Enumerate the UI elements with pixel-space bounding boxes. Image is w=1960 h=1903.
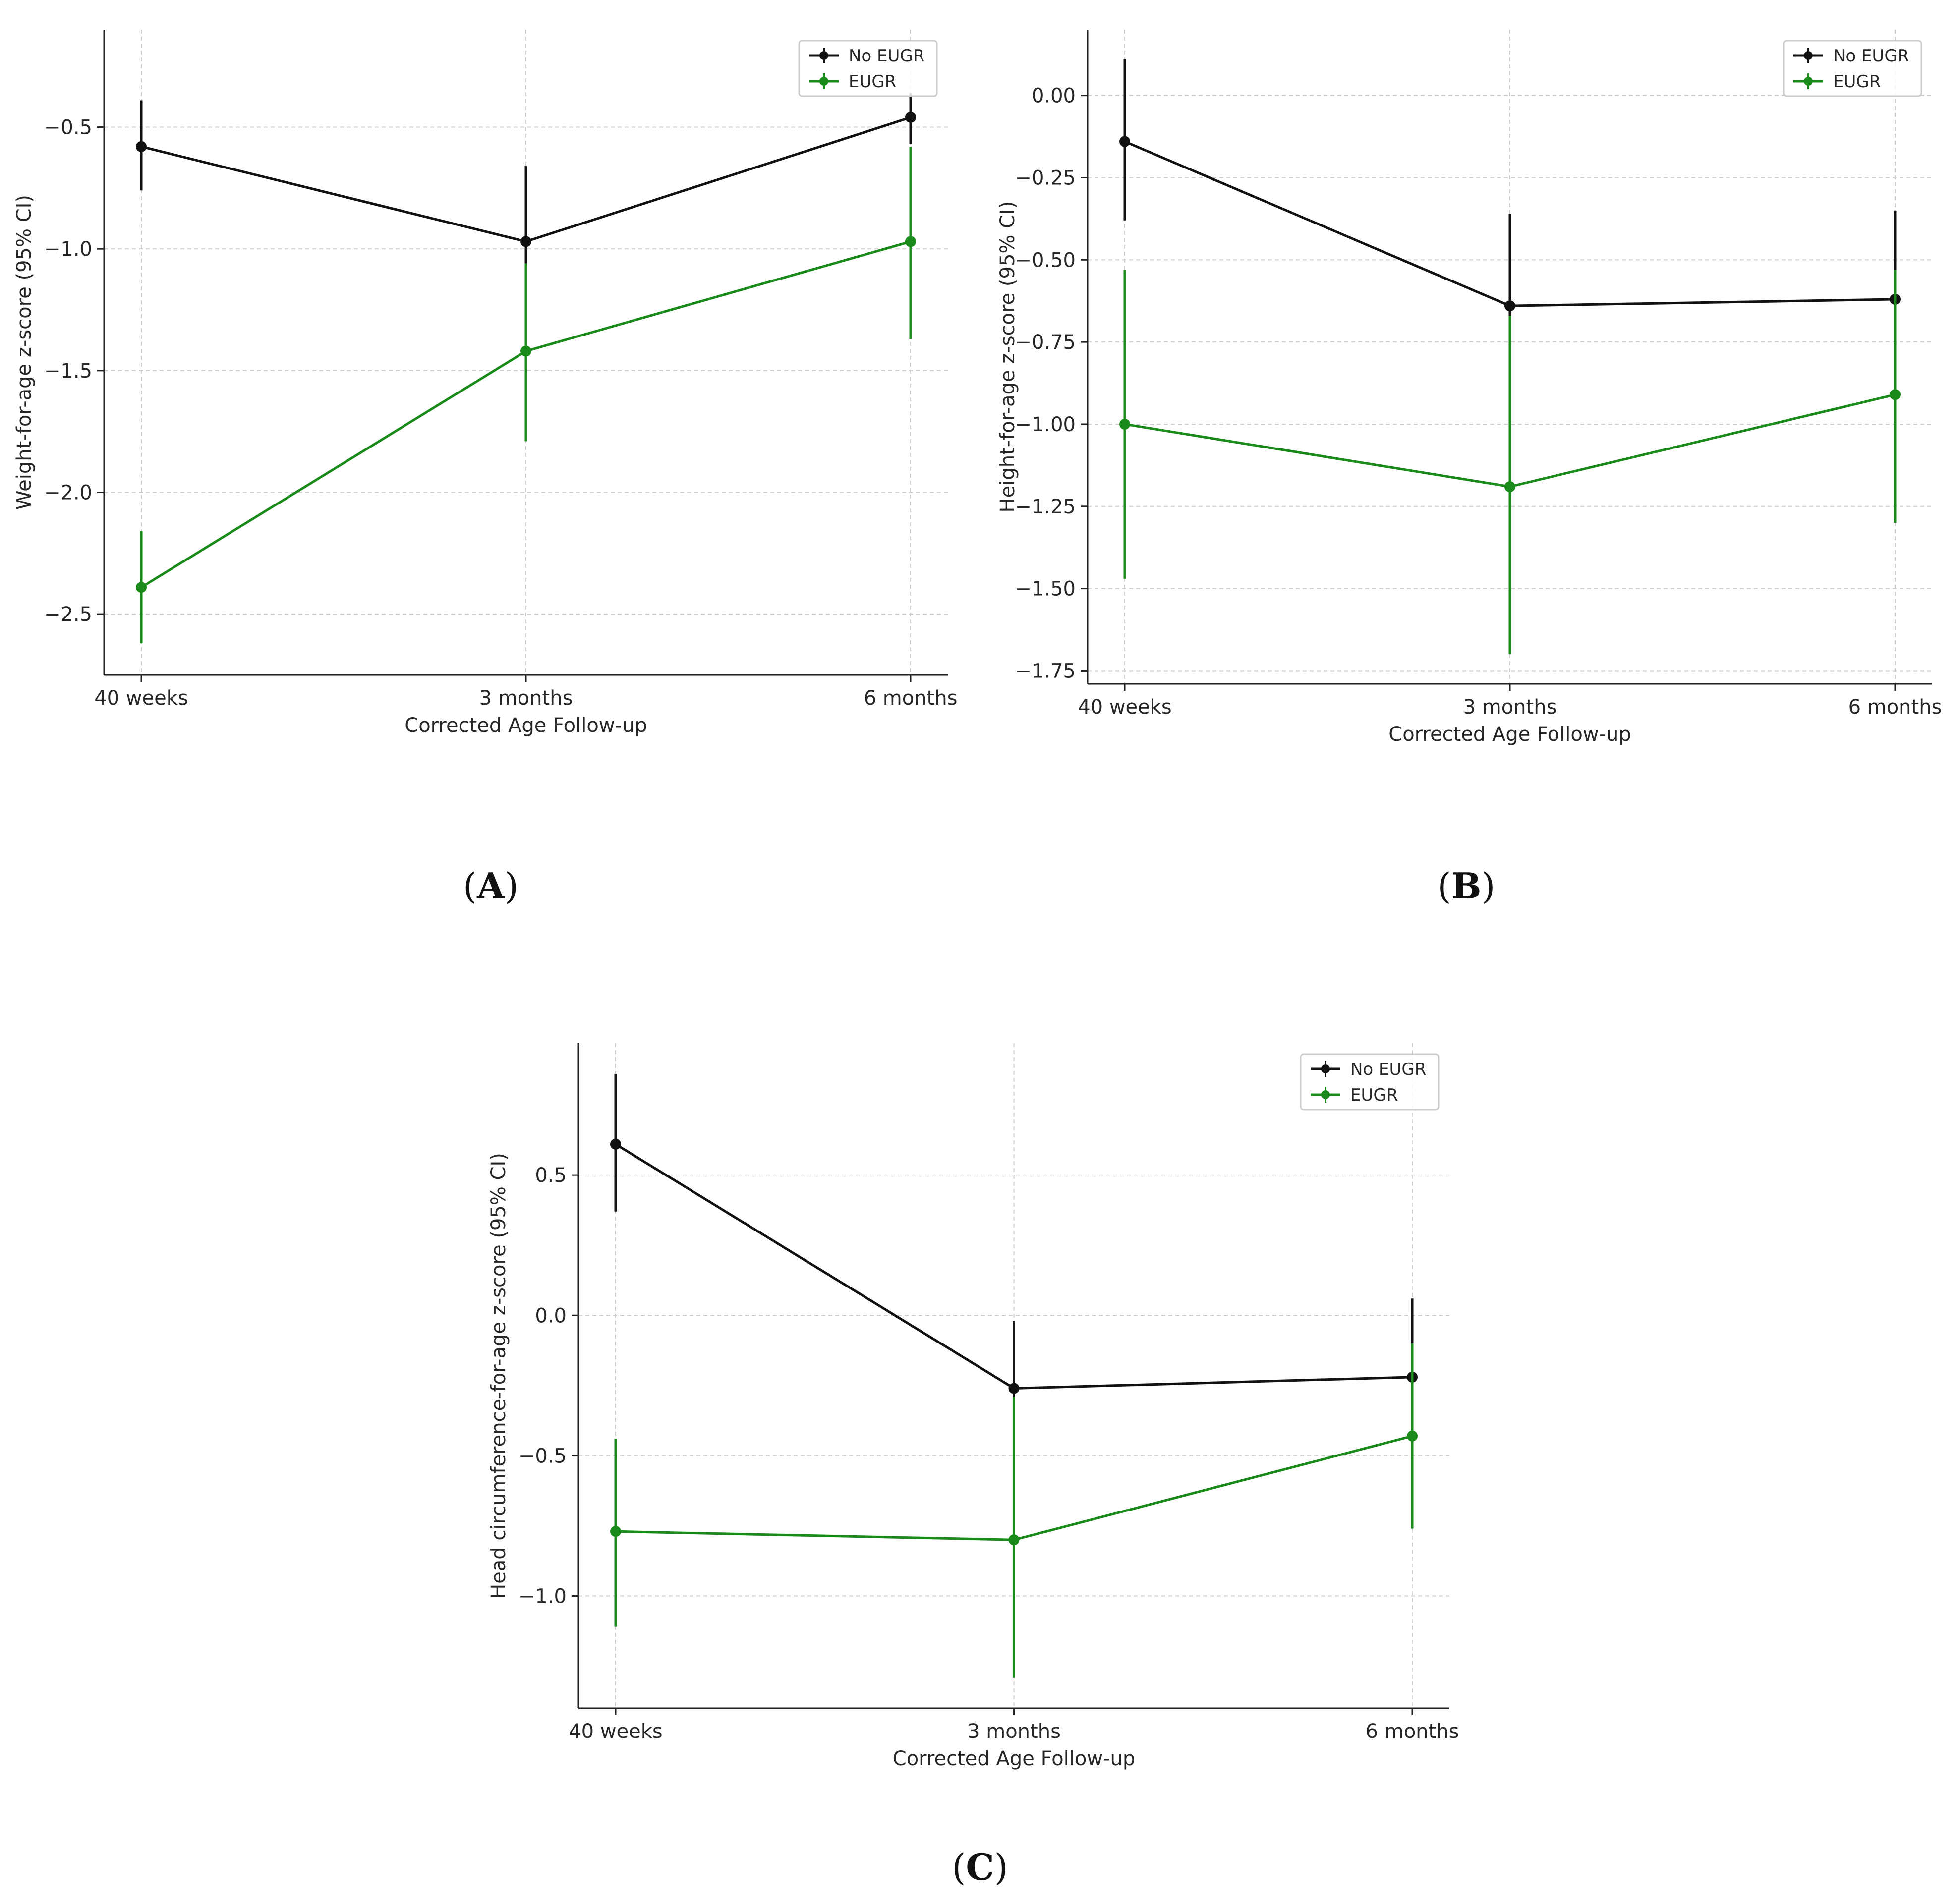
panel-a-y-tick-label: −2.5: [44, 603, 92, 626]
panel-c-x-tick-label: 6 months: [1366, 1720, 1459, 1743]
panel-a-no-eugr-point: [520, 236, 531, 247]
panel-a-eugr-point: [905, 236, 916, 247]
panel-b-y-tick-label: 0.00: [1032, 85, 1076, 108]
panel-a-x-axis-label: Corrected Age Follow-up: [404, 714, 647, 737]
panel-c-eugr-point: [1008, 1534, 1020, 1546]
panel-b-legend-no-eugr-swatch-marker: [1804, 51, 1813, 60]
panel-b-no-eugr-point: [1119, 136, 1130, 147]
panel-b-eugr-point: [1119, 418, 1130, 430]
panel-b-y-tick-label: −1.25: [1015, 496, 1076, 518]
panel-a-no-eugr-point: [905, 112, 916, 123]
panel-c-legend-eugr-swatch-marker: [1321, 1090, 1330, 1099]
panel-a-legend-no-eugr-label: No EUGR: [849, 46, 924, 66]
chart-panel-c: −1.0 −0.5 0.0 0.5 40 weeks 3 months 6 months Co…: [487, 1043, 1459, 1770]
panel-b-y-tick-label: −1.75: [1015, 660, 1076, 682]
panel-a-x-tick-label: 3 months: [479, 687, 573, 710]
panel-b-y-tick-label: −1.50: [1015, 578, 1076, 601]
panel-c-y-tick-label: −0.5: [519, 1445, 567, 1467]
panel-b-y-axis-label: Height-for-age z-score (95% CI): [996, 201, 1019, 513]
panel-b-y-tick-label: −0.75: [1015, 331, 1076, 354]
panel-a-eugr-point: [136, 582, 147, 593]
panel-c-y-tick-label: −1.0: [519, 1585, 567, 1608]
panel-a-y-axis-label: Weight-for-age z-score (95% CI): [13, 195, 36, 510]
panel-c-eugr-point: [610, 1526, 621, 1537]
panel-a-no-eugr-point: [136, 141, 147, 152]
panel-c-legend-eugr-label: EUGR: [1350, 1085, 1398, 1105]
panel-b-legend-eugr-swatch-marker: [1804, 77, 1813, 86]
panel-a-x-tick-label: 40 weeks: [94, 687, 188, 710]
panel-b-x-tick-label: 40 weeks: [1078, 696, 1172, 719]
panel-a-y-tick-label: −2.0: [44, 482, 92, 504]
panel-label-c: (C): [952, 1846, 1008, 1888]
panel-c-x-tick-label: 40 weeks: [569, 1720, 663, 1743]
panel-b-eugr-point: [1890, 389, 1901, 400]
panel-a-y-tick-label: −1.0: [44, 238, 92, 261]
panel-a-legend-no-eugr-swatch-marker: [819, 51, 828, 60]
panel-b-legend-no-eugr-label: No EUGR: [1833, 46, 1909, 66]
panel-b-x-tick-label: 3 months: [1463, 696, 1557, 719]
panel-b-no-eugr-point: [1504, 300, 1515, 312]
panel-b-x-tick-label: 6 months: [1848, 696, 1942, 719]
panel-c-no-eugr-point: [610, 1138, 621, 1150]
panel-c-legend-no-eugr-label: No EUGR: [1350, 1060, 1426, 1079]
panel-a-eugr-point: [520, 345, 531, 357]
panel-a-y-tick-label: −1.5: [44, 360, 92, 383]
panel-c-y-axis-label: Head circumference-for-age z-score (95% …: [487, 1153, 510, 1599]
panel-c-x-tick-label: 3 months: [967, 1720, 1061, 1743]
panel-a-legend-eugr-label: EUGR: [849, 72, 896, 92]
chart-panel-b: −1.75 −1.50 −1.25 −1.00 −0.75 −0.50 −0.25 0.00 4…: [996, 30, 1942, 746]
panel-c-eugr-point: [1407, 1430, 1418, 1442]
panel-c-no-eugr-point: [1008, 1383, 1020, 1394]
panel-c-y-tick-label: 0.0: [535, 1304, 567, 1327]
panel-c-x-axis-label: Corrected Age Follow-up: [893, 1747, 1135, 1770]
panel-b-y-tick-label: −0.50: [1015, 249, 1076, 272]
panel-c-legend-no-eugr-swatch-marker: [1321, 1064, 1330, 1073]
panel-a-y-tick-label: −0.5: [44, 116, 92, 139]
panel-b-y-tick-label: −1.00: [1015, 413, 1076, 436]
panel-a-x-tick-label: 6 months: [864, 687, 958, 710]
panel-b-y-tick-label: −0.25: [1015, 167, 1076, 189]
panel-label-b: (B): [1437, 865, 1496, 907]
panel-c-y-tick-label: 0.5: [535, 1164, 567, 1187]
panel-b-legend-eugr-label: EUGR: [1833, 72, 1881, 92]
chart-panel-a: −2.5 −2.0 −1.5 −1.0 −0.5 40 weeks 3 months 6 mo…: [13, 30, 957, 737]
panel-label-a: (A): [462, 865, 519, 907]
panel-a-legend-eugr-swatch-marker: [819, 77, 828, 86]
panel-b-x-axis-label: Corrected Age Follow-up: [1388, 723, 1631, 746]
panel-b-eugr-point: [1504, 481, 1515, 493]
